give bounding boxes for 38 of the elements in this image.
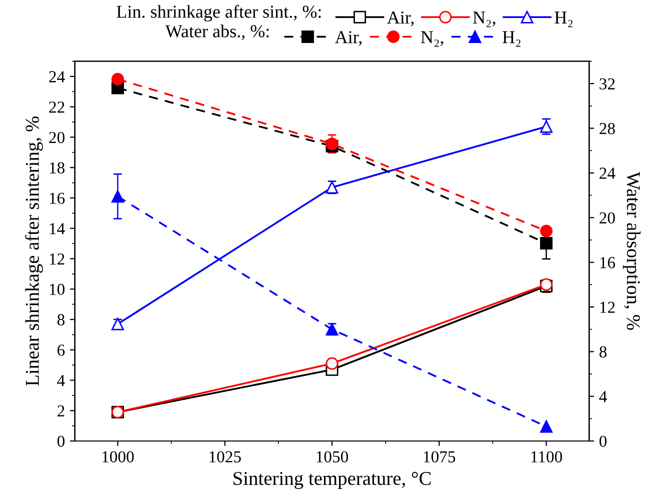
y2-tick-label: 20 xyxy=(600,212,615,224)
y-tick-label: 2 xyxy=(58,405,64,416)
text: Lin. shrinkage after sint., %: xyxy=(116,4,321,22)
y2-tick-label: 16 xyxy=(600,257,616,268)
x-tick-label: 1050 xyxy=(316,451,348,462)
y2-tick-label: 0 xyxy=(600,436,607,447)
legend-label: Air, xyxy=(387,12,414,26)
y-tick-label: 18 xyxy=(50,162,65,174)
y2-tick-label: 24 xyxy=(600,168,616,179)
y-tick-label: 10 xyxy=(50,284,65,296)
y2-tick-label: 12 xyxy=(600,302,615,313)
y-tick-label: 8 xyxy=(57,314,65,326)
y-tick-label: 4 xyxy=(57,375,65,386)
x-tick-label: 1075 xyxy=(424,451,456,462)
y-tick-label: 24 xyxy=(49,71,65,82)
y2-axis-title: Water absorption, % xyxy=(622,172,641,330)
legend-label: N₂, xyxy=(473,12,496,28)
y-tick-label: 16 xyxy=(50,192,65,204)
legend-label: Air, xyxy=(334,31,362,46)
y2-tick-label: 28 xyxy=(600,122,615,134)
x-tick-label: 1025 xyxy=(210,451,241,462)
legend-label: H₂ xyxy=(502,31,520,47)
y-axis-title: Linear shrinkage after sintering, % xyxy=(25,116,43,386)
x-tick-label: 1000 xyxy=(102,451,134,462)
y-tick-label: 14 xyxy=(50,223,65,234)
y-tick-label: 20 xyxy=(49,132,65,144)
text: Water abs., %: xyxy=(165,24,269,40)
y2-tick-label: 4 xyxy=(599,391,607,402)
legend-label: N₂, xyxy=(420,31,444,47)
y-tick-label: 12 xyxy=(50,253,64,265)
y2-tick-label: 32 xyxy=(600,78,615,90)
x-axis-title: Sintering temperature, °C xyxy=(234,472,431,490)
legend-label: H₂ xyxy=(554,12,573,28)
x-tick-label: 1100 xyxy=(531,451,562,462)
y-tick-label: 22 xyxy=(49,102,64,113)
y2-tick-label: 8 xyxy=(600,346,607,358)
y-tick-label: 0 xyxy=(57,436,65,447)
y-tick-label: 6 xyxy=(58,344,65,356)
